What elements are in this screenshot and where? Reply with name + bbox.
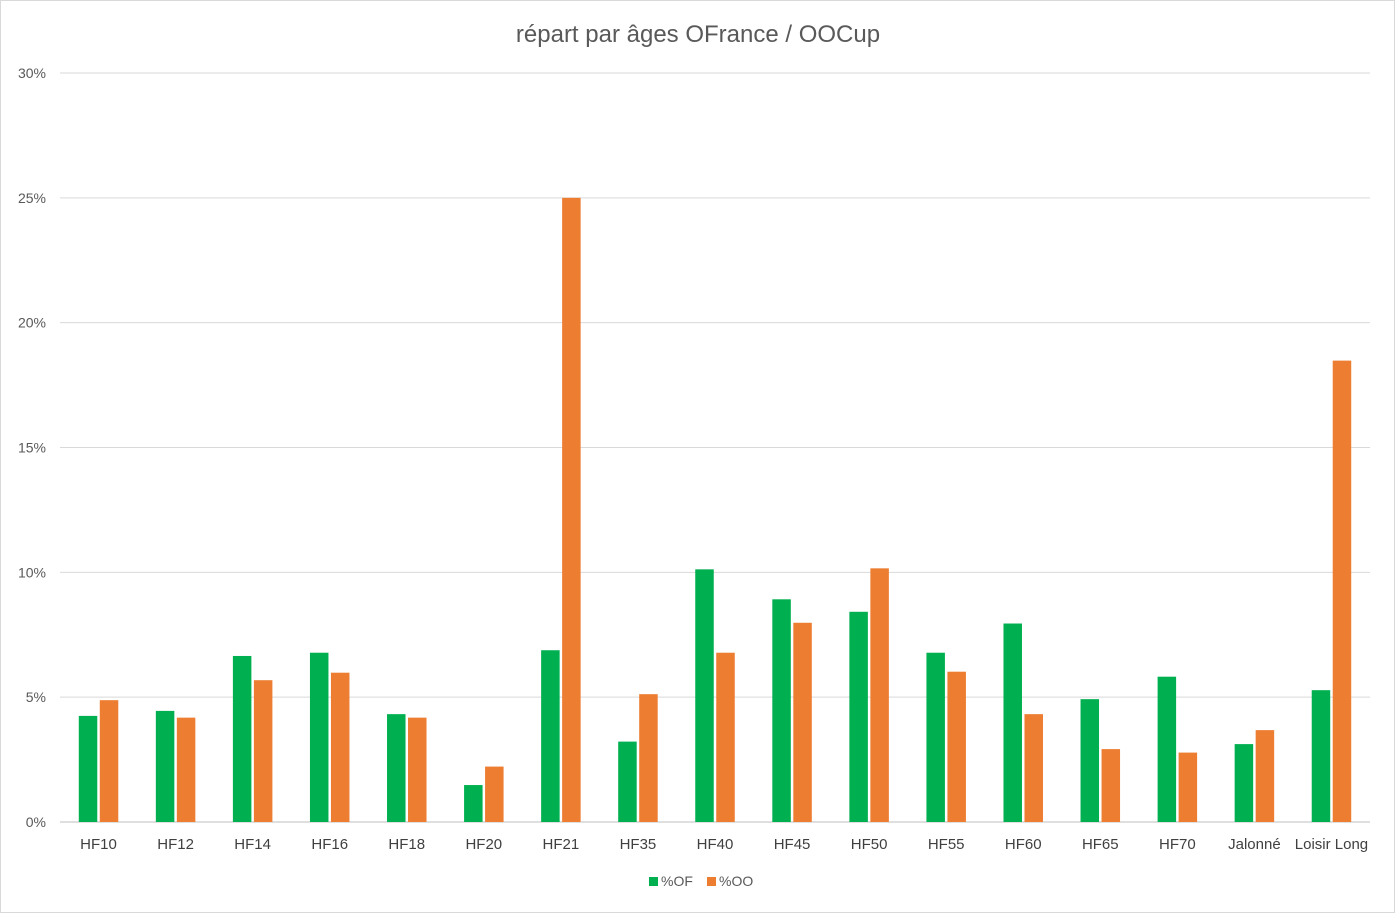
x-category-label: HF16: [311, 836, 348, 853]
bar-of-hf55: [926, 652, 945, 822]
y-tick-label: 25%: [18, 190, 46, 206]
legend-swatch: [707, 877, 716, 886]
bar-of-hf16: [309, 652, 329, 822]
bar-of-loisir-long: [1311, 690, 1331, 822]
x-category-label: HF14: [234, 836, 271, 853]
bar-of-jalonné: [1234, 744, 1254, 822]
bar-of-hf50: [849, 611, 868, 822]
x-category-label: HF21: [543, 836, 580, 853]
bar-oo-hf10: [99, 700, 119, 822]
bars: [78, 197, 1352, 823]
x-category-label: HF55: [928, 836, 965, 853]
bar-oo-hf50: [870, 568, 889, 822]
bar-oo-hf14: [253, 680, 273, 822]
bar-oo-hf65: [1101, 749, 1121, 822]
bar-oo-hf70: [1178, 752, 1198, 822]
bar-oo-loisir-long: [1332, 360, 1352, 822]
bar-oo-jalonné: [1255, 730, 1275, 822]
bar-oo-hf21: [562, 197, 581, 823]
bar-of-hf12: [155, 710, 175, 822]
x-category-label: HF18: [388, 836, 425, 853]
bar-of-hf70: [1157, 676, 1177, 822]
bar-oo-hf18: [408, 717, 427, 822]
bar-of-hf60: [1003, 623, 1022, 822]
bar-oo-hf12: [176, 717, 196, 822]
x-category-label: HF10: [80, 836, 117, 853]
x-axis-labels: HF10 HF12 HF14 HF16 HF18 HF20 HF21 HF35 HF40 HF45…: [80, 836, 1368, 853]
x-category-label: HF40: [697, 836, 734, 853]
x-category-label: HF45: [774, 836, 811, 853]
bar-oo-hf35: [639, 694, 658, 822]
x-category-label: HF12: [157, 836, 194, 853]
y-tick-label: 5%: [26, 689, 46, 705]
x-category-label: HF70: [1159, 836, 1196, 853]
legend-label: %OO: [719, 873, 753, 889]
x-category-label: HF50: [851, 836, 888, 853]
bar-oo-hf45: [793, 622, 812, 822]
bar-of-hf40: [695, 569, 714, 822]
legend: %OF %OO: [649, 873, 753, 889]
chart-title: répart par âges OFrance / OOCup: [516, 21, 880, 48]
bar-of-hf65: [1080, 699, 1100, 822]
x-category-label: HF20: [465, 836, 502, 853]
bar-of-hf21: [541, 650, 560, 822]
y-tick-label: 10%: [18, 564, 46, 580]
y-tick-label: 20%: [18, 315, 46, 331]
gridlines: [60, 72, 1370, 823]
x-category-label: Jalonné: [1228, 836, 1281, 853]
x-category-label: Loisir Long: [1295, 836, 1368, 853]
y-tick-label: 15%: [18, 440, 46, 456]
bar-oo-hf40: [716, 652, 735, 822]
y-tick-label: 0%: [26, 814, 46, 830]
bar-oo-hf55: [947, 671, 966, 822]
bar-oo-hf16: [330, 672, 350, 822]
bar-oo-hf20: [485, 766, 504, 822]
bar-of-hf35: [618, 741, 637, 822]
legend-swatch: [649, 877, 658, 886]
legend-label: %OF: [661, 873, 693, 889]
bar-of-hf45: [772, 599, 791, 822]
x-category-label: HF35: [620, 836, 657, 853]
bar-of-hf14: [232, 655, 252, 822]
bar-of-hf10: [78, 715, 98, 822]
x-category-label: HF60: [1005, 836, 1042, 853]
y-tick-label: 30%: [18, 65, 46, 81]
bar-oo-hf60: [1024, 714, 1043, 822]
x-category-label: HF65: [1082, 836, 1119, 853]
bar-of-hf20: [464, 785, 483, 822]
bar-of-hf18: [387, 714, 406, 822]
y-axis-ticks: 0% 5% 10% 15% 20% 25% 30%: [18, 65, 46, 830]
